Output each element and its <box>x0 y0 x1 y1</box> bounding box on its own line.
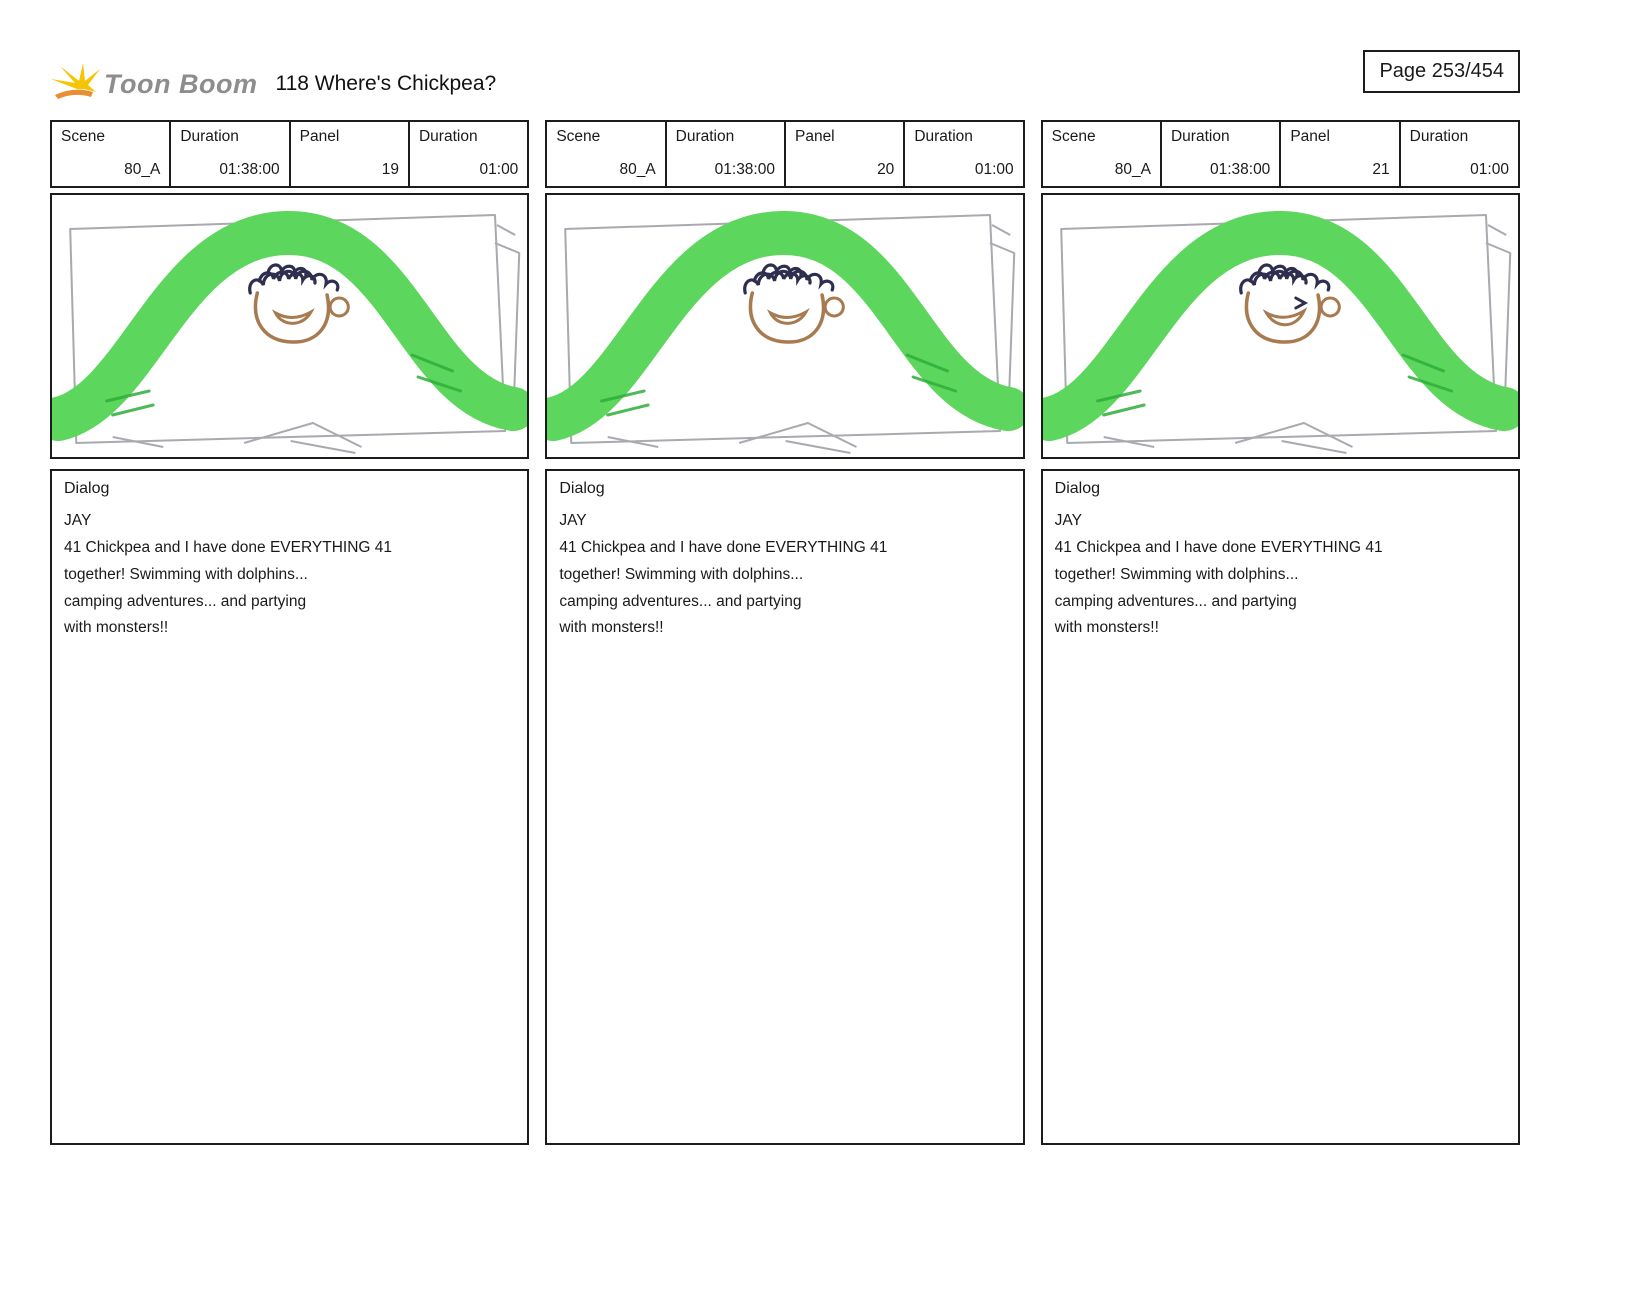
dialog-text: 41 Chickpea and I have done EVERYTHING 4… <box>559 539 888 637</box>
scene-label: Scene <box>556 128 601 145</box>
scene-duration-value: 01:38:00 <box>219 161 280 178</box>
page-header: Toon Boom 118 Where's Chickpea? Page 253… <box>50 0 1520 116</box>
storyboard-panel-21: Scene 80_A Duration 01:38:00 Panel 21 Du… <box>1040 120 1520 1145</box>
dialog-label: Dialog <box>64 480 110 497</box>
dialog-character: JAY <box>1054 512 1082 529</box>
storyboard-panel-19: Scene 80_A Duration 01:38:00 Panel 19 Du… <box>50 120 530 1145</box>
panel-meta-table: Scene 80_A Duration 01:38:00 Panel 19 Du… <box>50 120 530 188</box>
duration-label: Duration <box>675 128 735 145</box>
dialog-box: Dialog JAY 41 Chickpea and I have done E… <box>545 469 1025 1145</box>
scene-value: 80_A <box>1114 161 1151 178</box>
duration-label: Duration <box>914 128 973 145</box>
scene-value: 80_A <box>619 161 656 178</box>
panel-duration-value: 01:00 <box>974 161 1014 178</box>
scene-cell: Scene 80_A <box>1043 122 1162 186</box>
duration-label: Duration <box>1409 128 1469 145</box>
panel-number-cell: Panel 20 <box>786 122 906 186</box>
panel-number-value: 19 <box>381 161 399 178</box>
panel-label: Panel <box>299 128 340 145</box>
panel-label: Panel <box>794 128 835 145</box>
page-number-box: Page 253/454 <box>1363 50 1520 93</box>
toon-boom-logo: Toon Boom <box>50 62 257 106</box>
scene-duration-cell: Duration 01:38:00 <box>667 122 786 186</box>
dialog-box: Dialog JAY 41 Chickpea and I have done E… <box>50 469 530 1145</box>
storyboard-panel-20: Scene 80_A Duration 01:38:00 Panel 20 Du… <box>545 120 1025 1145</box>
scene-cell: Scene 80_A <box>547 122 667 186</box>
dialog-text: 41 Chickpea and I have done EVERYTHING 4… <box>64 539 392 637</box>
panel-number-value: 20 <box>877 161 895 178</box>
storyboard-drawing <box>1042 210 1518 454</box>
panel-label: Panel <box>1290 128 1330 145</box>
panel-number-cell: Panel 21 <box>1281 122 1401 186</box>
panel-duration-cell: Duration 01:00 <box>1401 122 1518 186</box>
scene-duration-cell: Duration 01:38:00 <box>171 122 291 186</box>
scene-duration-value: 01:38:00 <box>714 161 775 178</box>
scene-duration-value: 01:38:00 <box>1209 161 1271 178</box>
duration-label: Duration <box>1170 128 1230 145</box>
panel-image-frame <box>1040 193 1520 459</box>
panel-image-frame <box>545 193 1025 459</box>
duration-label: Duration <box>180 128 239 145</box>
scene-value: 80_A <box>124 161 161 178</box>
dialog-character: JAY <box>64 512 92 529</box>
panel-meta-table: Scene 80_A Duration 01:38:00 Panel 21 Du… <box>1040 120 1520 188</box>
duration-label: Duration <box>418 128 478 145</box>
panel-meta-table: Scene 80_A Duration 01:38:00 Panel 20 Du… <box>545 120 1025 188</box>
brand-name: Toon Boom <box>104 68 258 99</box>
panel-duration-value: 01:00 <box>479 161 519 178</box>
panel-duration-value: 01:00 <box>1470 161 1509 178</box>
scene-label: Scene <box>1051 128 1096 145</box>
storyboard-drawing <box>52 210 528 454</box>
panel-duration-cell: Duration 01:00 <box>905 122 1022 186</box>
storyboard-drawing <box>547 210 1023 454</box>
panel-duration-cell: Duration 01:00 <box>410 122 527 186</box>
scene-label: Scene <box>61 128 105 145</box>
panel-number-value: 21 <box>1372 161 1390 178</box>
panels-row: Scene 80_A Duration 01:38:00 Panel 19 Du… <box>50 120 1520 1145</box>
project-title: 118 Where's Chickpea? <box>275 72 497 95</box>
starburst-logo-icon <box>51 63 100 99</box>
scene-duration-cell: Duration 01:38:00 <box>1162 122 1282 186</box>
panel-image-frame <box>50 193 530 459</box>
dialog-box: Dialog JAY 41 Chickpea and I have done E… <box>1040 469 1520 1145</box>
scene-cell: Scene 80_A <box>52 122 172 186</box>
dialog-character: JAY <box>559 512 587 529</box>
panel-number-cell: Panel 19 <box>291 122 410 186</box>
dialog-label: Dialog <box>1054 480 1101 497</box>
dialog-text: 41 Chickpea and I have done EVERYTHING 4… <box>1054 539 1383 637</box>
dialog-label: Dialog <box>559 480 605 497</box>
